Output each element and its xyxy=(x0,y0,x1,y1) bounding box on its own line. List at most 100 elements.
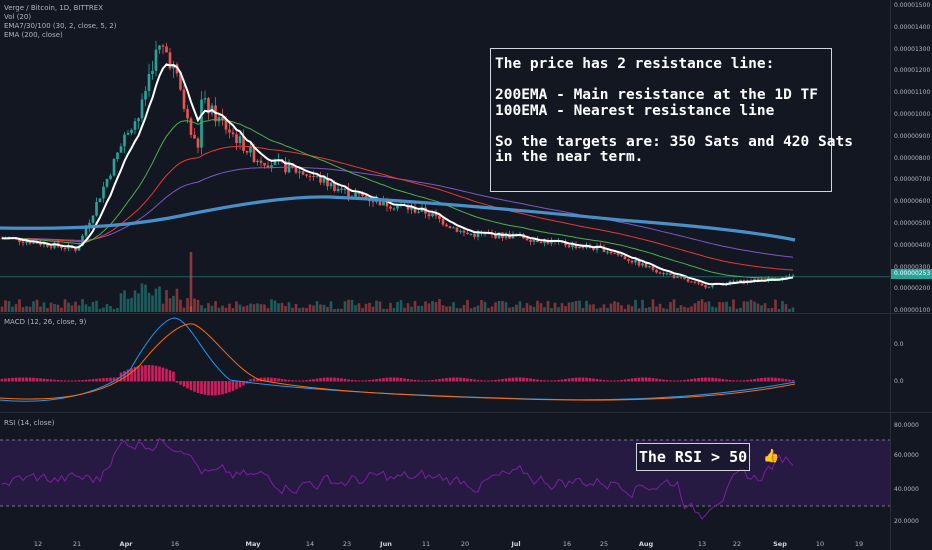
candle-body xyxy=(343,188,347,190)
macd-hist-bar xyxy=(427,380,431,382)
volume-bar xyxy=(634,299,637,312)
candle-body xyxy=(609,251,613,254)
candle-body xyxy=(634,259,637,263)
candle-body xyxy=(648,266,651,268)
macd-hist-bar xyxy=(249,379,252,382)
macd-hist-bar xyxy=(340,378,343,382)
note-line: So the targets are: 350 Sats and 420 Sat… xyxy=(495,133,853,150)
candle-body xyxy=(25,241,28,243)
volume-bar xyxy=(700,299,704,312)
macd-hist-bar xyxy=(193,381,196,392)
macd-hist-bar xyxy=(263,377,266,382)
volume-bar xyxy=(508,307,511,312)
macd-hist-bar xyxy=(123,371,126,382)
volume-bar xyxy=(399,300,403,312)
volume-bar xyxy=(585,300,588,312)
candle-body xyxy=(382,199,385,206)
time-tick-label: 14 xyxy=(305,540,315,548)
volume-bar xyxy=(84,304,88,312)
candle-body xyxy=(224,120,228,130)
macd-hist-bar xyxy=(224,381,228,394)
volume-bar xyxy=(4,300,7,312)
volume-bar xyxy=(67,302,70,312)
candle-body xyxy=(417,211,420,213)
candle-body xyxy=(637,259,641,266)
candle-body xyxy=(301,171,305,175)
ema-ribbon-indicator-label[interactable]: EMA7/30/100 (30, 2, close, 5, 2) xyxy=(4,22,117,30)
ema200-indicator-label[interactable]: EMA (200, close) xyxy=(4,31,63,39)
candle-body xyxy=(613,253,616,255)
macd-hist-bar xyxy=(616,380,620,382)
macd-hist-bar xyxy=(291,380,294,382)
volume-bar xyxy=(704,302,707,312)
candle-body xyxy=(158,45,161,50)
macd-hist-bar xyxy=(130,368,133,382)
candle-body xyxy=(182,89,186,109)
macd-hist-bar xyxy=(11,377,14,382)
candle-body xyxy=(39,243,42,245)
volume-bar xyxy=(305,307,308,312)
macd-hist-bar xyxy=(179,381,182,385)
macd-hist-bar xyxy=(315,378,319,382)
candle-body xyxy=(602,246,606,252)
rsi-note[interactable]: The RSI > 50 xyxy=(636,443,750,471)
volume-bar xyxy=(385,308,389,312)
note-line xyxy=(495,119,831,135)
candle-body xyxy=(732,281,735,283)
resistance-note[interactable]: The price has 2 resistance line: 200EMA … xyxy=(490,48,853,192)
candle-body xyxy=(46,243,49,247)
macd-hist-bar xyxy=(487,380,490,382)
volume-bar xyxy=(630,306,634,312)
time-tick-label: 16 xyxy=(170,540,180,548)
volume-bar xyxy=(123,290,126,312)
volume-bar xyxy=(347,299,350,312)
volume-bar xyxy=(609,303,613,312)
candle-body xyxy=(578,246,581,249)
volume-bar xyxy=(655,306,658,312)
macd-indicator-label[interactable]: MACD (12, 26, close, 9) xyxy=(4,318,87,326)
macd-rsi-separator[interactable] xyxy=(0,412,932,413)
macd-hist-bar xyxy=(578,377,581,382)
price-scale[interactable] xyxy=(890,0,932,550)
volume-bar xyxy=(53,304,56,312)
candle-body xyxy=(427,213,431,217)
candle-body xyxy=(84,228,88,236)
candle-body xyxy=(567,245,571,248)
macd-hist-bar xyxy=(158,366,161,382)
vol-indicator-label[interactable]: Vol (20) xyxy=(4,13,32,21)
macd-hist-bar xyxy=(214,381,217,396)
volume-bar xyxy=(375,300,378,312)
symbol-title[interactable]: Verge / Bitcoin, 1D, BITTREX xyxy=(4,4,103,12)
volume-bar xyxy=(567,302,571,312)
macd-hist-bar xyxy=(25,377,28,382)
candle-body xyxy=(168,52,172,69)
candle-body xyxy=(165,46,168,53)
price-tick-label: 0.00000400 xyxy=(894,241,931,249)
volume-bar xyxy=(707,301,711,312)
macd-hist-bar xyxy=(280,378,284,382)
volume-bar xyxy=(252,304,256,312)
macd-hist-bar xyxy=(788,379,791,382)
macd-hist-bar xyxy=(550,380,553,382)
volume-bar xyxy=(445,306,448,312)
macd-hist-bar xyxy=(515,377,518,382)
time-tick-label: Jul xyxy=(511,540,521,548)
volume-bar xyxy=(336,308,340,312)
macd-hist-bar xyxy=(140,365,144,382)
macd-hist-bar xyxy=(308,379,312,382)
candle-body xyxy=(686,279,690,282)
macd-hist-bar xyxy=(567,378,571,382)
macd-hist-bar xyxy=(53,379,56,382)
macd-hist-bar xyxy=(711,377,714,382)
candle-body xyxy=(371,201,375,203)
volume-bar xyxy=(781,300,784,312)
candle-body xyxy=(466,232,469,234)
macd-hist-bar xyxy=(298,380,301,382)
macd-hist-bar xyxy=(655,378,658,382)
volume-bar xyxy=(410,306,413,312)
candle-body xyxy=(172,64,175,69)
rsi-indicator-label[interactable]: RSI (14, close) xyxy=(4,419,55,427)
main-macd-separator[interactable] xyxy=(0,313,932,314)
candle-body xyxy=(658,272,662,274)
